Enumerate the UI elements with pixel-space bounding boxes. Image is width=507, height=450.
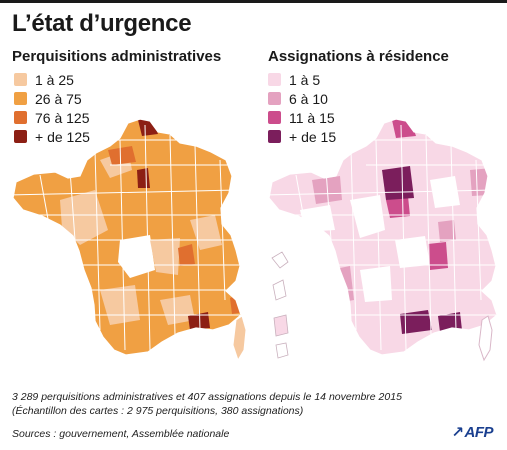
mayotte-shape — [275, 342, 289, 359]
map-right-legend: 1 à 5 6 à 10 11 à 15 + de 15 — [268, 70, 336, 146]
legend-label: 6 à 10 — [289, 90, 328, 107]
region-high — [386, 196, 410, 218]
footer-sources: Sources : gouvernement, Assemblée nation… — [12, 428, 230, 440]
region-max — [188, 312, 210, 330]
region-mid — [330, 266, 354, 304]
guyane-shape — [273, 314, 289, 337]
region-mid — [438, 220, 456, 242]
legend-item: 1 à 5 — [268, 70, 336, 89]
legend-label: + de 125 — [35, 128, 90, 145]
legend-label: + de 15 — [289, 128, 337, 145]
department-borders — [269, 124, 497, 351]
overseas-territories — [271, 251, 289, 359]
legend-item: + de 125 — [14, 127, 90, 146]
legend-item: + de 15 — [268, 127, 336, 146]
legend-swatch — [268, 92, 281, 105]
legend-swatch — [14, 73, 27, 86]
legend-swatch — [268, 111, 281, 124]
france-right-outline — [268, 118, 498, 356]
legend-item: 1 à 25 — [14, 70, 90, 89]
top-rule — [0, 0, 507, 3]
corsica-left — [232, 315, 247, 362]
region-none — [350, 195, 385, 238]
footer-summary: 3 289 perquisitions administratives et 4… — [12, 391, 402, 403]
region-high — [428, 242, 448, 270]
legend-item: 6 à 10 — [268, 89, 336, 108]
legend-item: 26 à 75 — [14, 89, 90, 108]
legend-swatch — [14, 92, 27, 105]
legend-swatch — [14, 111, 27, 124]
legend-label: 26 à 75 — [35, 90, 82, 107]
legend-swatch — [268, 130, 281, 143]
map-left-subtitle: Perquisitions administratives — [12, 48, 222, 65]
region-max — [400, 310, 432, 334]
corsica-right — [478, 315, 493, 362]
region-high — [108, 146, 136, 165]
region-high — [178, 244, 195, 266]
legend-label: 1 à 25 — [35, 71, 74, 88]
map-left-legend: 1 à 25 26 à 75 76 à 125 + de 125 — [14, 70, 90, 146]
legend-label: 1 à 5 — [289, 71, 321, 88]
afp-logo: ↗AFP — [451, 423, 493, 441]
france-left-outline — [12, 118, 242, 356]
region-none — [395, 236, 430, 268]
region — [160, 295, 195, 325]
region-lowcount — [118, 235, 155, 278]
martinique-shape — [272, 279, 287, 301]
legend-swatch — [14, 130, 27, 143]
region-none — [430, 176, 460, 208]
guadeloupe-shape — [271, 251, 289, 269]
page-title: L’état d’urgence — [12, 10, 192, 37]
map-right-subtitle: Assignations à résidence — [268, 48, 449, 65]
legend-item: 76 à 125 — [14, 108, 90, 127]
department-borders — [13, 124, 241, 351]
footer-sample: (Échantillon des cartes : 2 975 perquisi… — [12, 405, 304, 417]
region-max — [382, 166, 414, 200]
legend-swatch — [268, 73, 281, 86]
region-none — [360, 266, 392, 302]
legend-label: 11 à 15 — [289, 109, 335, 126]
afp-swoosh-icon: ↗ — [451, 424, 464, 441]
legend-item: 11 à 15 — [268, 108, 336, 127]
afp-logo-text: AFP — [464, 424, 494, 441]
region-mid — [470, 168, 492, 196]
legend-label: 76 à 125 — [35, 109, 90, 126]
